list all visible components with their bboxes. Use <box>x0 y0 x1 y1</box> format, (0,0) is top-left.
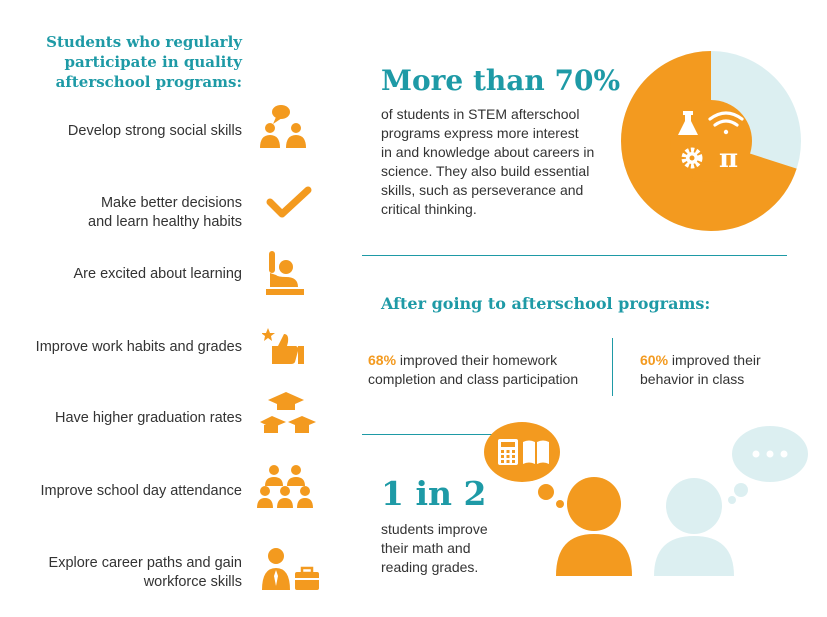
stem-text-line: skills, such as perseverance and <box>381 182 584 198</box>
benefit-career: Explore career paths and gain workforce … <box>0 554 242 592</box>
benefit-label: workforce skills <box>143 574 242 590</box>
pi-icon: π <box>719 144 738 174</box>
stat-behavior-text-2: behavior in class <box>640 371 745 387</box>
worker-briefcase-icon <box>262 548 319 590</box>
people-talking-icon <box>260 105 306 148</box>
stem-text-line: in and knowledge about careers in <box>381 144 595 160</box>
stem-text-line: critical thinking. <box>381 201 477 217</box>
calculator-icon <box>498 439 518 465</box>
flask-icon <box>678 111 698 135</box>
raised-hand-icon <box>266 251 304 295</box>
math-headline: 1 in 2 <box>381 474 487 513</box>
math-text-line: reading grades. <box>381 559 479 575</box>
benefit-label: Make better decisions <box>100 195 242 211</box>
graduation-caps-icon <box>260 392 316 433</box>
orange-thought-bubble <box>484 422 564 508</box>
checkmark-icon <box>266 186 312 218</box>
benefit-label: Improve school day attendance <box>40 483 242 499</box>
left-heading-line: afterschool programs: <box>55 73 242 91</box>
benefit-label: and learn healthy habits <box>88 214 242 230</box>
benefit-label: Develop strong social skills <box>67 123 242 139</box>
math-text-line: students improve <box>381 521 488 537</box>
stem-donut-chart: π <box>621 51 801 231</box>
stat-homework-text: improved their homework <box>396 352 558 368</box>
students-illustration <box>484 422 808 576</box>
blue-thought-bubble <box>728 426 808 504</box>
stem-headline: More than 70% <box>381 64 621 97</box>
math-paragraph: students improve their math and reading … <box>381 520 531 577</box>
after-title: After going to afterschool programs: <box>381 294 711 313</box>
thumbs-up-star-icon <box>262 328 304 364</box>
benefit-excited: Are excited about learning <box>0 265 242 284</box>
benefit-label: Improve work habits and grades <box>35 339 242 355</box>
wifi-icon <box>708 111 744 135</box>
left-heading: Students who regularly participate in qu… <box>20 32 242 92</box>
stem-text-line: science. They also build essential <box>381 163 590 179</box>
benefit-label: Are excited about learning <box>73 266 242 282</box>
stat-behavior: 60% improved their behavior in class <box>640 351 810 389</box>
divider-bottom <box>362 434 552 435</box>
benefit-label: Explore career paths and gain <box>48 555 242 571</box>
stat-behavior-percent: 60% <box>640 352 669 368</box>
benefit-attendance: Improve school day attendance <box>0 482 242 501</box>
benefit-graduation: Have higher graduation rates <box>0 409 242 428</box>
benefit-decisions: Make better decisions and learn healthy … <box>0 194 242 232</box>
blue-student <box>654 478 734 576</box>
stat-behavior-text: improved their <box>668 352 761 368</box>
gear-icon <box>681 147 703 169</box>
benefit-label: Have higher graduation rates <box>54 410 242 426</box>
left-heading-line: Students who regularly <box>46 33 242 51</box>
donut-fill <box>621 51 801 231</box>
benefit-social-skills: Develop strong social skills <box>0 122 242 141</box>
left-heading-line: participate in quality <box>64 53 242 71</box>
donut-center <box>670 100 752 182</box>
stat-homework-text-2: completion and class participation <box>368 371 579 387</box>
benefit-work-habits: Improve work habits and grades <box>0 338 242 357</box>
stem-text-line: programs express more interest <box>381 125 579 141</box>
group-of-students-icon <box>257 465 313 508</box>
divider-top <box>362 255 787 256</box>
stem-text-line: of students in STEM afterschool <box>381 106 580 122</box>
stat-divider <box>612 338 613 396</box>
stat-homework-percent: 68% <box>368 352 397 368</box>
book-icon <box>523 440 549 464</box>
math-text-line: their math and <box>381 540 471 556</box>
stat-homework: 68% improved their homework completion a… <box>368 351 603 389</box>
stem-paragraph: of students in STEM afterschool programs… <box>381 105 621 219</box>
orange-student <box>556 477 632 576</box>
